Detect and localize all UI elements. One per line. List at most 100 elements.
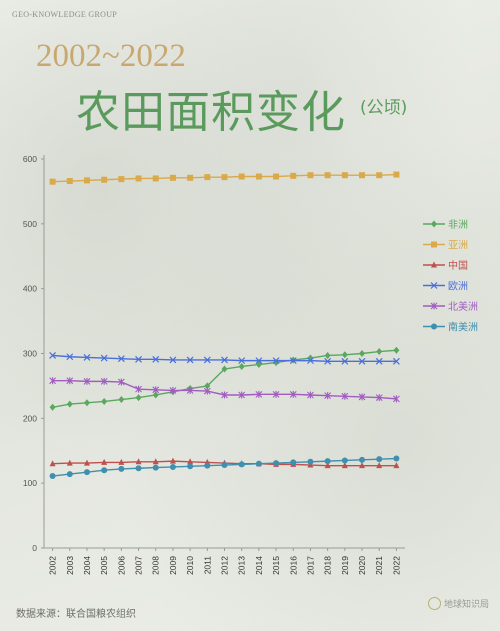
data-point-asia (341, 172, 348, 179)
data-point-south_america (101, 467, 108, 474)
data-point-north_america (324, 392, 332, 400)
data-point-africa (66, 400, 73, 408)
y-tick-label: 200 (23, 413, 37, 423)
data-point-europe (307, 357, 314, 365)
x-tick-label: 2020 (357, 556, 367, 575)
data-point-asia (238, 173, 245, 180)
data-point-south_america (393, 455, 400, 462)
data-point-europe (83, 353, 91, 361)
legend-marker-south_america (431, 323, 437, 330)
x-tick-label: 2007 (134, 556, 144, 575)
data-point-europe (117, 355, 125, 363)
data-point-asia (393, 171, 400, 178)
data-point-africa (324, 351, 331, 359)
legend-marker-africa (431, 220, 437, 228)
x-tick-label: 2013 (237, 556, 247, 575)
data-point-south_america (376, 456, 383, 463)
data-point-south_america (221, 462, 228, 469)
data-point-asia (221, 174, 228, 181)
data-point-south_america (66, 471, 73, 478)
data-point-north_america (203, 387, 211, 395)
data-point-china (187, 458, 194, 465)
data-point-africa (49, 403, 56, 411)
data-point-asia (83, 177, 90, 184)
data-point-south_america (187, 463, 194, 470)
data-point-china (152, 458, 159, 465)
data-point-north_america (289, 390, 297, 398)
title-unit: (公顷) (360, 98, 408, 118)
data-point-south_america (169, 463, 176, 470)
data-point-north_america (375, 394, 383, 402)
legend-marker-north_america (430, 302, 438, 310)
data-point-china (324, 462, 331, 469)
data-point-africa (238, 362, 245, 370)
y-tick-label: 100 (23, 478, 37, 488)
x-tick-label: 2002 (48, 556, 58, 575)
x-tick-label: 2009 (168, 556, 178, 575)
data-point-europe (66, 353, 74, 361)
data-point-china (341, 462, 348, 469)
data-point-africa (376, 348, 383, 356)
data-point-asia (204, 174, 211, 181)
data-point-europe (49, 352, 57, 359)
x-tick-label: 2011 (202, 556, 212, 575)
brand-label: GEO-KNOWLEDGE GROUP (12, 10, 118, 19)
title-years: 2002~2022 (36, 38, 186, 74)
data-point-europe (392, 357, 400, 365)
data-point-south_america (290, 459, 297, 466)
page-title: 农田面积变化 (76, 87, 346, 138)
legend-marker-china (431, 261, 437, 268)
data-point-china (83, 459, 90, 466)
data-point-north_america (307, 391, 314, 399)
data-point-south_america (49, 473, 56, 480)
data-point-south_america (204, 462, 211, 469)
y-tick-label: 300 (23, 349, 37, 359)
x-tick-label: 2022 (391, 556, 401, 575)
legend-marker-asia (431, 241, 437, 248)
data-point-asia (101, 176, 108, 183)
data-point-north_america (117, 378, 125, 386)
data-point-asia (307, 172, 314, 179)
x-tick-label: 2005 (99, 556, 109, 575)
data-point-europe (203, 356, 211, 364)
data-point-africa (341, 351, 348, 359)
y-tick-label: 400 (23, 284, 37, 294)
x-tick-label: 2006 (116, 556, 126, 575)
data-point-asia (66, 178, 73, 185)
watermark: 地球知识局 (428, 597, 489, 610)
legend-label-south_america: 南美洲 (448, 321, 478, 334)
data-point-asia (49, 178, 56, 185)
data-point-africa (393, 346, 400, 354)
data-point-asia (255, 173, 262, 180)
data-point-china (49, 460, 56, 467)
data-point-china (66, 459, 73, 466)
x-tick-label: 2014 (254, 556, 264, 575)
data-point-africa (118, 396, 125, 404)
data-point-africa (204, 382, 211, 390)
data-point-europe (358, 357, 366, 365)
data-point-north_america (186, 386, 194, 394)
data-point-africa (359, 350, 366, 357)
data-point-south_america (307, 458, 314, 465)
x-tick-label: 2004 (82, 556, 92, 575)
data-point-asia (187, 174, 194, 181)
data-point-asia (324, 172, 331, 179)
data-point-north_america (100, 377, 108, 385)
legend-label-china: 中国 (448, 259, 468, 272)
legend-label-europe: 欧洲 (448, 281, 468, 293)
data-point-europe (169, 356, 177, 364)
data-point-north_america (66, 377, 74, 385)
data-point-europe (238, 357, 246, 365)
data-point-asia (118, 176, 125, 183)
data-point-north_america (83, 377, 91, 385)
data-point-china (169, 457, 176, 464)
data-point-south_america (359, 456, 366, 463)
data-point-north_america (152, 386, 160, 394)
data-point-europe (186, 356, 194, 364)
data-point-south_america (135, 465, 142, 472)
data-point-europe (255, 357, 263, 365)
x-tick-label: 2016 (288, 556, 298, 575)
data-point-europe (272, 357, 280, 365)
legend-label-asia: 亚洲 (448, 240, 468, 252)
